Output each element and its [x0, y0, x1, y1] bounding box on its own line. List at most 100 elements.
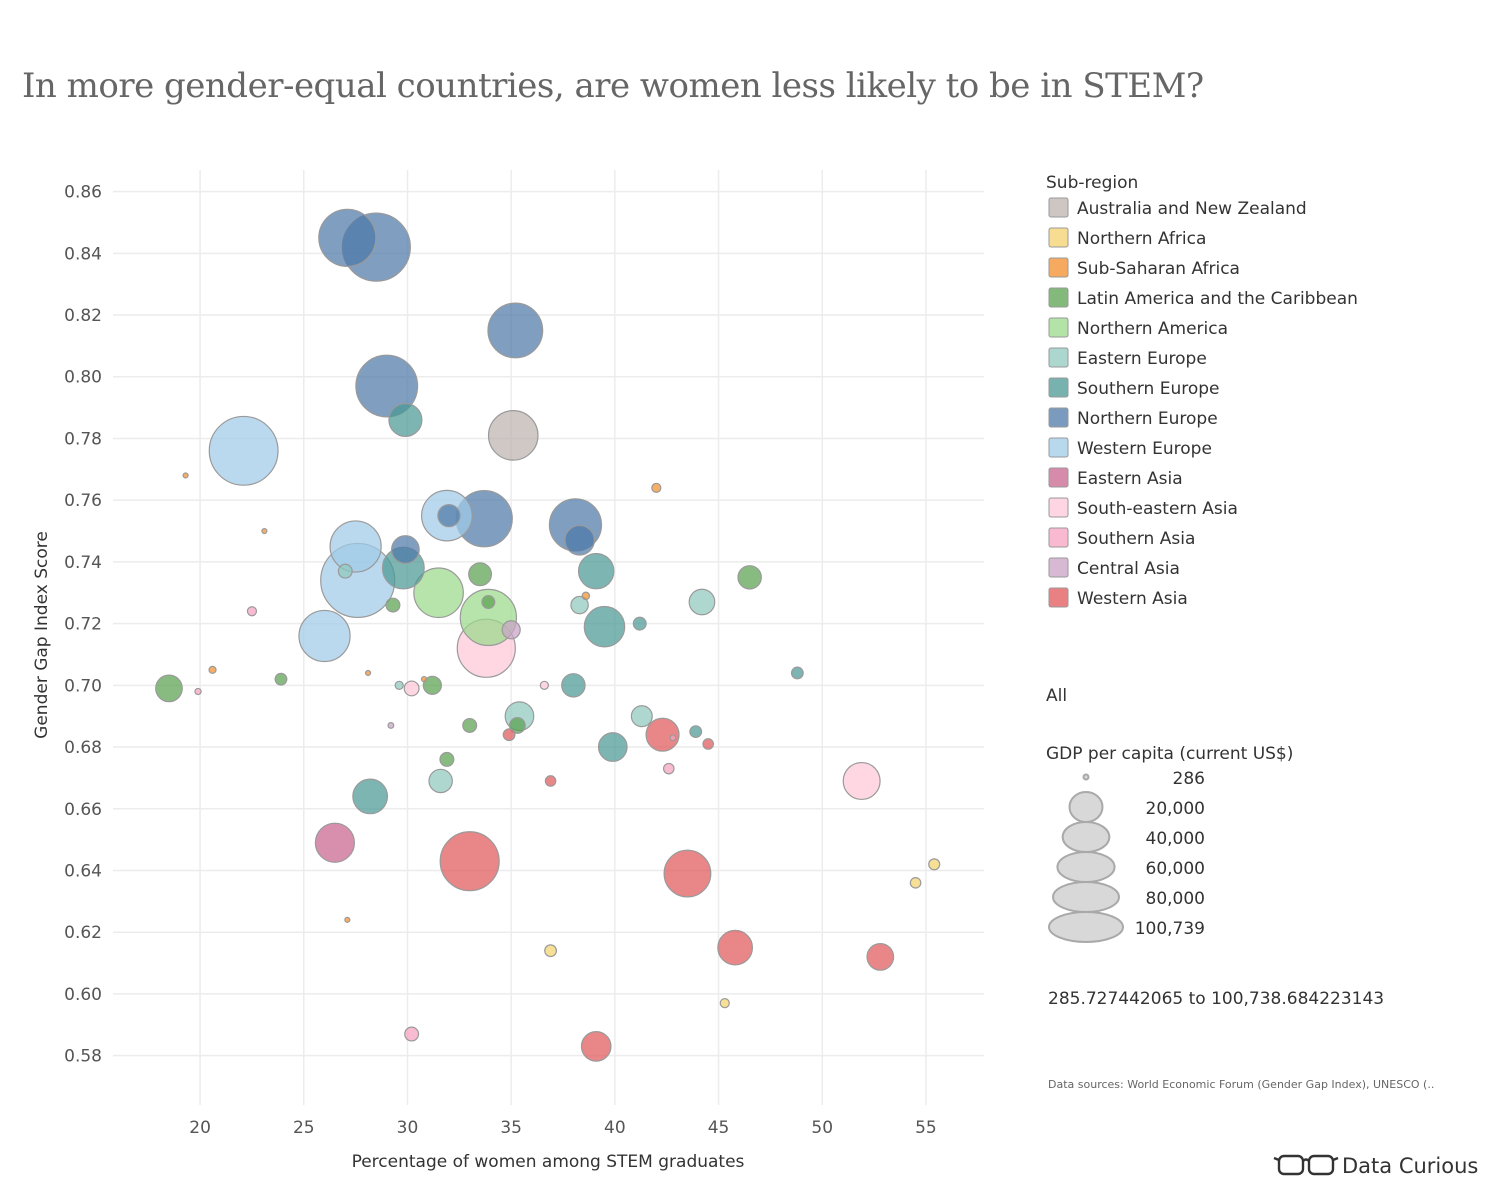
- y-axis-ticks: 0.86 0.84 0.82 0.80 0.78 0.76 0.74 0.72 0.70 0.68…: [64, 183, 102, 1067]
- x-tick-label: 55: [915, 1118, 937, 1138]
- data-point: [337, 563, 353, 579]
- y-tick-label: 0.62: [64, 923, 102, 943]
- data-point: [583, 605, 626, 648]
- data-point: [404, 1026, 420, 1042]
- data-point: [702, 738, 714, 750]
- y-tick-label: 0.74: [64, 553, 102, 573]
- legend-swatch: [1048, 497, 1069, 518]
- size-legend-label: 100,739: [1135, 919, 1205, 939]
- data-point: [439, 831, 500, 892]
- y-tick-label: 0.66: [64, 800, 102, 820]
- y-tick-label: 0.84: [64, 244, 102, 264]
- legend-entry-label[interactable]: Eastern Europe: [1077, 349, 1207, 369]
- y-tick-label: 0.86: [64, 183, 102, 203]
- data-point: [481, 595, 496, 609]
- data-point: [318, 208, 377, 268]
- data-point: [388, 402, 423, 438]
- range-text: 285.727442065 to 100,738.684223143: [1048, 989, 1384, 1009]
- y-tick-label: 0.70: [64, 676, 102, 696]
- legend-swatch: [1048, 317, 1069, 338]
- legend-swatch: [1048, 557, 1069, 578]
- chart-title: In more gender-equal countries, are wome…: [22, 66, 1204, 106]
- data-point: [662, 762, 675, 775]
- data-point: [155, 674, 183, 703]
- x-tick-label: 20: [189, 1118, 211, 1138]
- data-point: [544, 944, 558, 958]
- data-point: [928, 858, 941, 871]
- data-point: [182, 472, 189, 479]
- size-legend-title: GDP per capita (current US$): [1046, 744, 1293, 764]
- legend-entry-label[interactable]: Southern Asia: [1077, 529, 1195, 549]
- grid-lines: [113, 170, 984, 1105]
- data-point: [261, 527, 268, 535]
- data-point: [422, 675, 442, 695]
- data-point: [420, 675, 428, 683]
- data-point: [581, 591, 591, 601]
- legend-swatch: [1048, 377, 1069, 398]
- data-point: [487, 410, 539, 461]
- data-point: [437, 503, 461, 528]
- x-tick-label: 40: [604, 1118, 626, 1138]
- size-legend-label: 60,000: [1146, 859, 1205, 879]
- data-point: [688, 588, 716, 616]
- brand-logo: Data Curious: [1273, 1154, 1478, 1178]
- data-point: [413, 567, 464, 619]
- size-legend-bubble: [1082, 773, 1090, 781]
- x-tick-label: 50: [811, 1118, 833, 1138]
- data-point: [570, 595, 589, 615]
- y-tick-label: 0.78: [64, 429, 102, 449]
- data-point: [790, 666, 804, 680]
- legend-entry-label[interactable]: Northern America: [1077, 319, 1228, 339]
- size-legend: GDP per capita (current US$) 286 20,000 40…: [1046, 744, 1293, 943]
- x-tick-label: 30: [397, 1118, 419, 1138]
- legend-title: Sub-region: [1046, 173, 1138, 193]
- legend-entry-label[interactable]: Sub-Saharan Africa: [1077, 259, 1240, 279]
- x-tick-label: 45: [708, 1118, 730, 1138]
- y-tick-label: 0.64: [64, 861, 102, 881]
- legend-entry-label[interactable]: Southern Europe: [1077, 379, 1220, 399]
- y-tick-label: 0.72: [64, 615, 102, 635]
- size-legend-label: 20,000: [1146, 799, 1205, 819]
- data-point: [355, 354, 419, 418]
- data-point: [208, 665, 217, 674]
- data-point: [344, 916, 351, 923]
- data-point: [274, 672, 288, 686]
- data-point: [352, 778, 389, 815]
- data-point: [208, 415, 279, 486]
- legend-entry-label[interactable]: Australia and New Zealand: [1077, 199, 1307, 219]
- x-tick-label: 25: [293, 1118, 315, 1138]
- data-point: [717, 929, 754, 966]
- data-point: [630, 705, 653, 728]
- legend-entry-label[interactable]: Latin America and the Caribbean: [1077, 289, 1358, 309]
- data-point: [387, 721, 395, 729]
- x-axis-ticks: 20 25 30 35 40 45 50 55: [189, 1118, 936, 1138]
- data-point: [544, 775, 557, 787]
- data-point: [329, 520, 382, 573]
- size-legend-bubble: [1068, 791, 1104, 823]
- data-point: [394, 680, 404, 690]
- filter-label[interactable]: All: [1046, 686, 1067, 706]
- data-point: [508, 717, 526, 734]
- y-tick-label: 0.82: [64, 306, 102, 326]
- legend-entry-label[interactable]: Western Asia: [1077, 589, 1188, 609]
- legend-entry-label[interactable]: Northern Europe: [1077, 409, 1218, 429]
- y-tick-label: 0.60: [64, 985, 102, 1005]
- legend-entry-label[interactable]: Northern Africa: [1077, 229, 1206, 249]
- legend-entry-label[interactable]: Eastern Asia: [1077, 469, 1183, 489]
- data-point: [909, 877, 922, 889]
- legend-entry-label[interactable]: Central Asia: [1077, 559, 1180, 579]
- data-point: [737, 565, 762, 590]
- size-legend-bubble: [1048, 911, 1124, 943]
- size-legend-bubble: [1056, 851, 1116, 883]
- legend-swatch: [1048, 407, 1069, 428]
- data-point: [314, 822, 356, 863]
- data-point: [561, 673, 586, 698]
- data-point: [364, 669, 372, 677]
- legend-entry-label[interactable]: South-eastern Asia: [1077, 499, 1238, 519]
- legend-swatch: [1048, 287, 1069, 308]
- data-point: [194, 687, 202, 696]
- legend-swatch: [1048, 437, 1069, 458]
- legend: Sub-region Australia and New Zealand Nort…: [1046, 173, 1358, 609]
- legend-swatch: [1048, 467, 1069, 488]
- legend-entry-label[interactable]: Western Europe: [1077, 439, 1212, 459]
